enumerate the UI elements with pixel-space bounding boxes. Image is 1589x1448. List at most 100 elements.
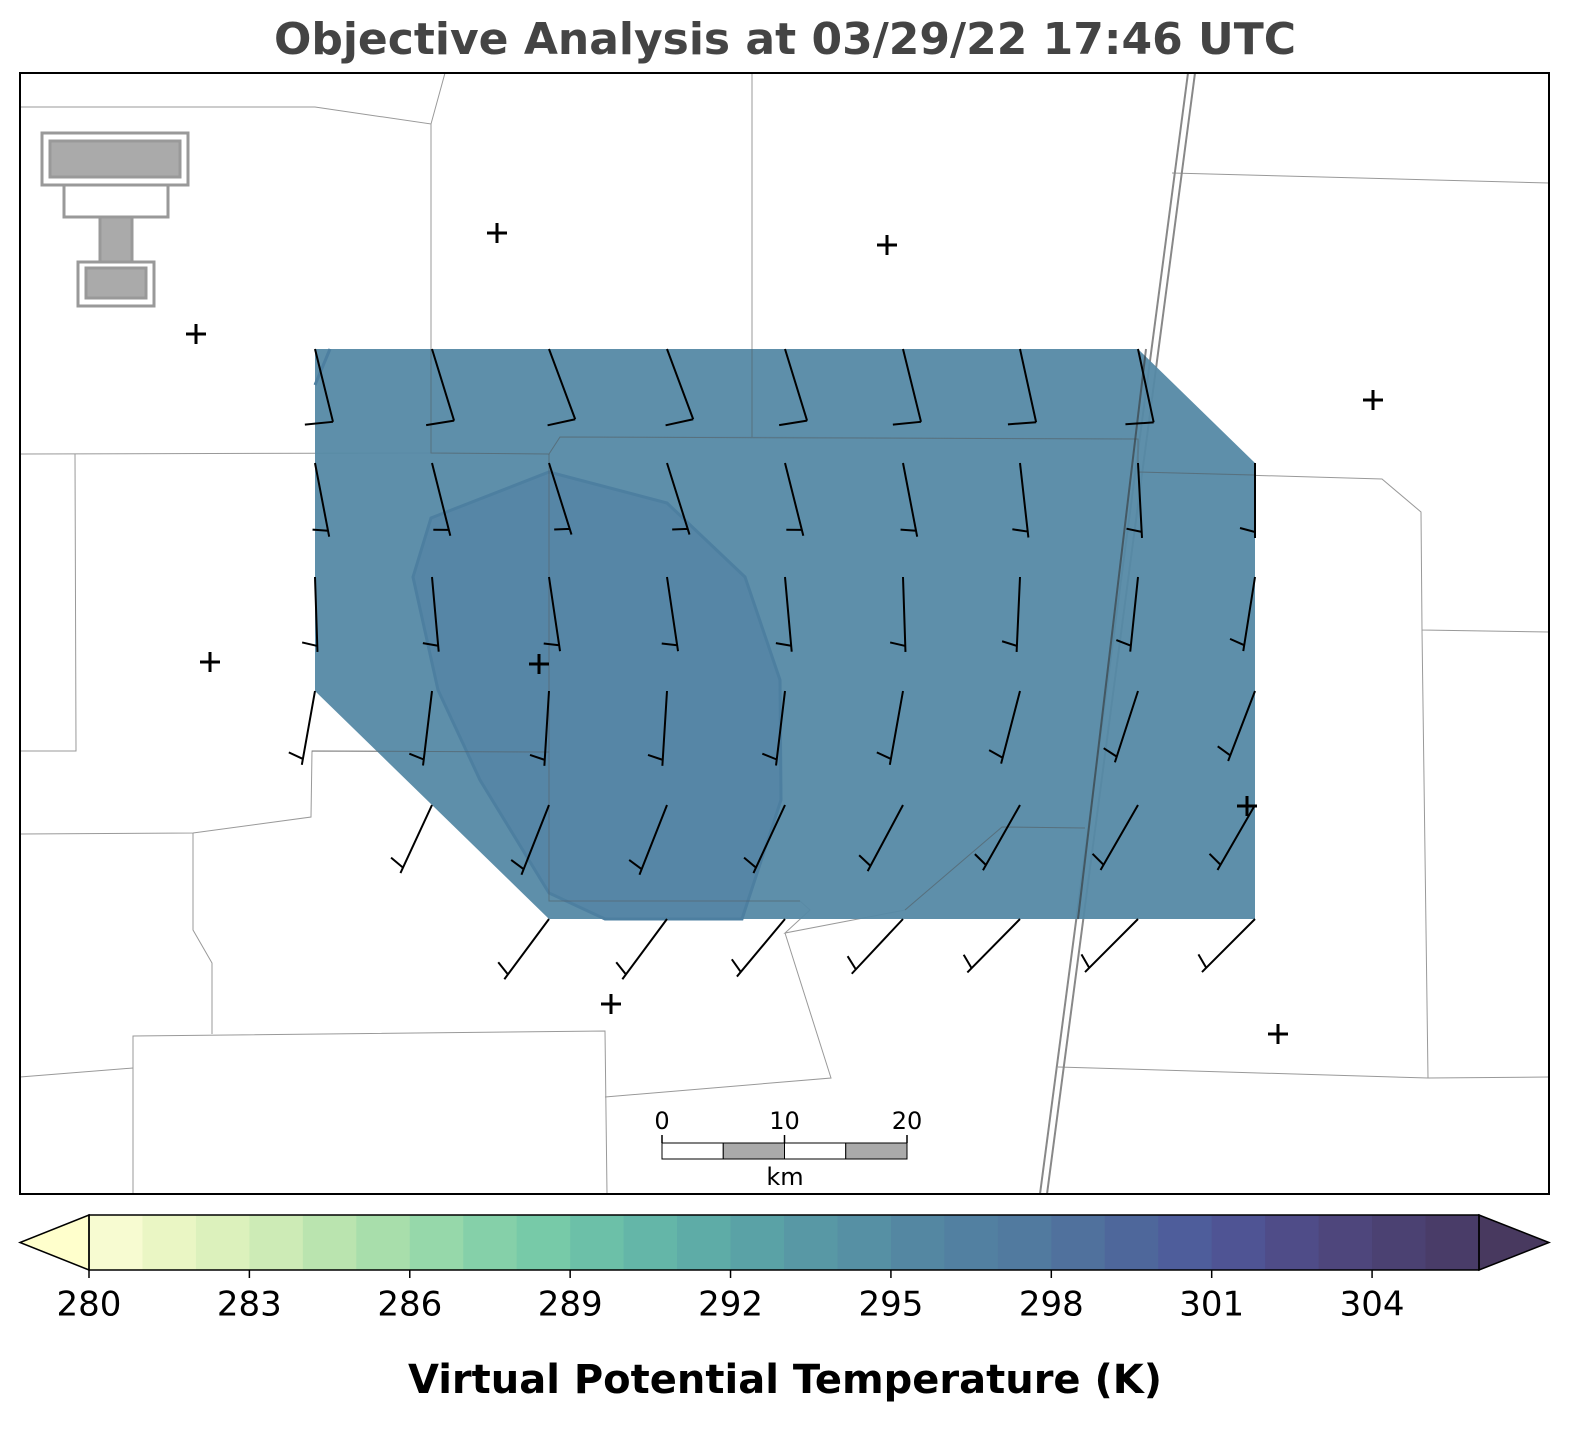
station-markers (186, 223, 1383, 1044)
wind-barb (889, 576, 907, 652)
wind-barb (1007, 348, 1038, 426)
colorbar-segment (1425, 1215, 1480, 1270)
title: Objective Analysis at 03/29/22 17:46 UTC (274, 14, 1296, 65)
scale-segment (845, 1142, 908, 1160)
wind-barb (1125, 348, 1155, 426)
colorbar: Virtual Potential Temperature (K) 280 283… (17, 1213, 1552, 1403)
wind-barb (743, 804, 786, 874)
wind-barb (304, 348, 334, 426)
wind-barb (858, 804, 904, 872)
colorbar-segment (356, 1215, 411, 1270)
colorbar-frame (88, 1214, 1480, 1271)
scale-segment (722, 1142, 785, 1160)
wind-barb (988, 690, 1021, 764)
wind-barb (846, 918, 904, 975)
interstate-overlay (1077, 348, 1147, 920)
wind-barb (529, 690, 550, 766)
wind-barb (288, 690, 316, 766)
scale-bar: km 0 10 20 (654, 1107, 922, 1191)
colorbar-segment (1211, 1215, 1266, 1270)
city-boundary (313, 348, 332, 386)
wind-barb (431, 462, 452, 536)
wind-barb (900, 462, 919, 537)
wind-barb (408, 690, 433, 766)
colorbar-segment (249, 1215, 304, 1270)
colorbar-segment (1158, 1215, 1213, 1270)
wind-barb (665, 348, 695, 427)
colorbar-segment (1104, 1215, 1159, 1270)
colorbar-segment (997, 1215, 1052, 1270)
wind-barb (778, 348, 809, 427)
colorbar-segment (570, 1215, 625, 1270)
wind-barb (892, 348, 922, 426)
wind-barb (425, 348, 456, 427)
colorbar-extend-high (1478, 1213, 1552, 1272)
wind-barb (1208, 804, 1256, 871)
wind-barb (547, 348, 577, 427)
colorbar-segment (944, 1215, 999, 1270)
colorbar-segment (409, 1215, 464, 1270)
wind-barb (1239, 462, 1257, 539)
colorbar-tick-label: 295 (858, 1285, 923, 1325)
colorbar-tick-label: 298 (1019, 1285, 1084, 1325)
colorbar-tick-label: 292 (698, 1285, 763, 1325)
colorbar-tick-label: 283 (217, 1285, 282, 1325)
scale-tick-label: 20 (892, 1107, 923, 1135)
wind-barb (312, 462, 331, 537)
wind-barb (1229, 576, 1256, 652)
colorbar-segment (516, 1215, 571, 1270)
wind-barb (1103, 690, 1139, 763)
scale-tick-label: 10 (769, 1107, 800, 1135)
wind-barb (422, 576, 440, 652)
colorbar-segment (1372, 1215, 1427, 1270)
colorbar-segment (890, 1215, 945, 1270)
colorbar-tick-label: 301 (1179, 1285, 1244, 1325)
wind-barb (962, 918, 1021, 974)
colorbar-extend-low (17, 1213, 90, 1272)
city-boundary (411, 470, 783, 921)
scale-unit: km (766, 1163, 803, 1191)
colorbar-segment (837, 1215, 892, 1270)
wind-barb (1197, 918, 1256, 973)
map-frame (19, 72, 1550, 1195)
colorbar-segment (623, 1215, 678, 1270)
colorbar-segment (89, 1215, 143, 1270)
colorbar-tick-label: 304 (1340, 1285, 1405, 1325)
wind-barbs (288, 348, 1257, 980)
logo (40, 131, 190, 308)
wind-barb (1217, 690, 1256, 762)
wind-barb (1115, 576, 1139, 652)
wind-barb (628, 804, 668, 876)
wind-barb (510, 804, 550, 876)
colorbar-segment (1265, 1215, 1320, 1270)
wind-barb (784, 462, 805, 536)
wind-barb (543, 576, 562, 652)
wind-barb (1126, 462, 1143, 538)
colorbar-tick-label: 280 (57, 1285, 122, 1325)
wind-barb (775, 576, 793, 652)
wind-barb (761, 690, 786, 766)
wind-barb (615, 918, 668, 980)
wind-barb (1080, 918, 1139, 973)
wind-barb (731, 918, 786, 978)
wind-barb (497, 918, 550, 980)
colorbar-segment (1051, 1215, 1106, 1270)
wind-barb (390, 804, 433, 874)
wind-barb (974, 804, 1021, 871)
colorbar-segment (142, 1215, 197, 1270)
colorbar-label: Virtual Potential Temperature (K) (408, 1357, 1162, 1403)
colorbar-segment (463, 1215, 518, 1270)
wind-barb (1091, 804, 1139, 871)
wind-barb (666, 462, 691, 535)
wind-barb (548, 462, 573, 535)
scale-segment (661, 1142, 724, 1160)
colorbar-segment (195, 1215, 250, 1270)
wind-barb (301, 576, 319, 652)
colorbar-segment (302, 1215, 357, 1270)
colorbar-segment (784, 1215, 838, 1270)
colorbar-segment (677, 1215, 732, 1270)
scale-segment (784, 1142, 847, 1160)
wind-barb (647, 690, 668, 766)
map: km 0 10 20 (19, 72, 1550, 1195)
